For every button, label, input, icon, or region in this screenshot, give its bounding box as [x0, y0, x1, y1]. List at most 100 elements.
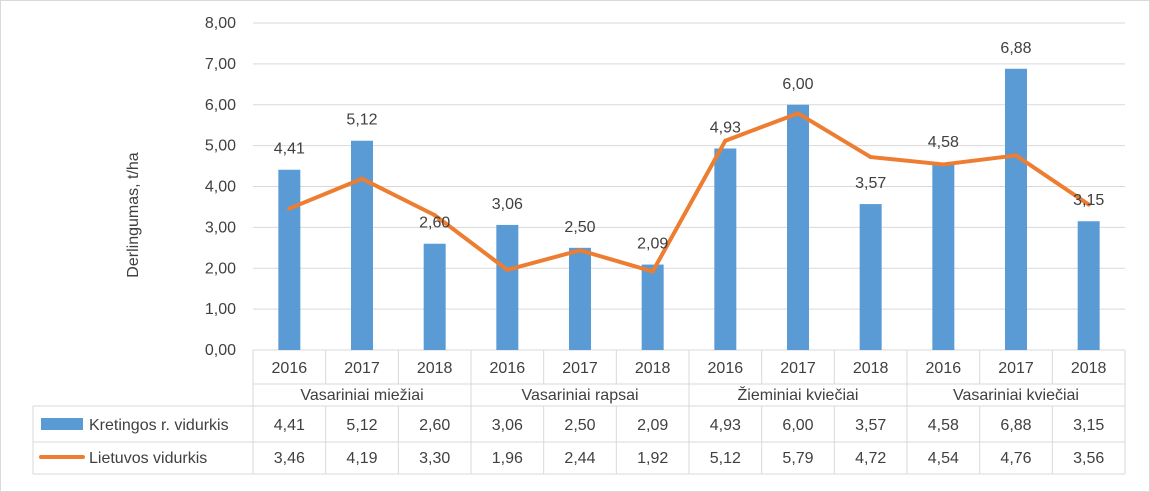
x-year-label: 2017: [562, 360, 598, 377]
bar-series: [278, 68, 1100, 350]
y-tick-label: 1,00: [205, 301, 236, 318]
y-tick-label: 2,00: [205, 260, 236, 277]
bar-data-label: 4,41: [274, 141, 305, 158]
y-tick-label: 8,00: [205, 15, 236, 32]
bar-data-label: 4,93: [710, 119, 741, 136]
x-year-label: 2017: [998, 360, 1034, 377]
bar: [423, 243, 446, 350]
table-cell-value: 5,79: [782, 450, 813, 467]
line-point: [868, 155, 873, 160]
table-cell-value: 3,57: [855, 417, 886, 434]
bar-data-label: 2,09: [637, 236, 668, 253]
bar-data-labels: 4,41 5,12 2,60 3,06 2,50 2,09 4,93 6,00 3,57 4,58…: [274, 40, 1105, 253]
bar-data-label: 6,88: [1000, 40, 1031, 57]
x-group-label: Žieminiai kviečiai: [738, 385, 859, 404]
bar: [714, 148, 737, 350]
bar-data-label: 4,58: [928, 134, 959, 151]
table-cell-value: 3,06: [492, 417, 523, 434]
table-cell-value: 4,41: [274, 417, 305, 434]
y-tick-label: 0,00: [205, 342, 236, 359]
table-cell-value: 3,15: [1073, 417, 1104, 434]
x-year-label: 2016: [272, 360, 308, 377]
bar-data-label: 2,60: [419, 215, 450, 232]
table-cell-value: 6,88: [1000, 417, 1031, 434]
x-axis-group-labels: Vasariniai miežiai Vasariniai rapsai Žiemi…: [300, 385, 1079, 404]
line-point: [578, 248, 582, 253]
y-tick-label: 5,00: [205, 138, 236, 155]
table-cell-value: 2,50: [564, 417, 595, 434]
table-cell-value: 2,60: [419, 417, 450, 434]
legend-entry: Lietuvos vidurkis: [89, 450, 207, 467]
legend-entry: Kretingos r. vidurkis: [89, 417, 229, 434]
x-axis-year-labels: 2016 2017 2018 2016 2017 2018 2016 2017 2018 2016…: [272, 360, 1107, 377]
bar-data-label: 3,06: [492, 196, 523, 213]
bar: [787, 104, 809, 350]
table-cell-value: 5,12: [710, 450, 741, 467]
line-point: [287, 206, 292, 211]
bar: [1005, 68, 1027, 350]
line-point: [723, 138, 728, 143]
bar-data-label: 3,57: [855, 175, 886, 192]
table-cell-value: 6,00: [782, 417, 813, 434]
bar: [641, 264, 664, 350]
bar: [1077, 221, 1100, 350]
table-cell-value: 2,09: [637, 417, 668, 434]
line-point: [505, 267, 510, 272]
table-cell-value: 3,56: [1073, 450, 1104, 467]
bar-data-label: 5,12: [346, 112, 377, 129]
table-cell-value: 1,92: [637, 450, 668, 467]
x-year-label: 2018: [1071, 360, 1107, 377]
x-year-label: 2018: [635, 360, 671, 377]
table-cell-value: 4,93: [710, 417, 741, 434]
line-point: [650, 269, 655, 274]
y-tick-label: 7,00: [205, 56, 236, 73]
x-year-label: 2018: [417, 360, 453, 377]
y-tick-label: 4,00: [205, 179, 236, 196]
line-point: [941, 162, 946, 167]
x-group-label: Vasariniai rapsai: [521, 387, 638, 404]
x-year-label: 2018: [853, 360, 889, 377]
line-point: [796, 111, 800, 116]
bar: [278, 169, 301, 350]
line-point: [432, 213, 437, 218]
table-cell-value: 3,30: [419, 450, 450, 467]
table-cell-value: 4,72: [855, 450, 886, 467]
x-year-label: 2016: [926, 360, 962, 377]
bar-data-label: 3,15: [1073, 192, 1104, 209]
table-cell-value: 4,58: [928, 417, 959, 434]
y-axis-label: Derlingumas, t/ha: [125, 152, 142, 277]
table-cell-value: 5,12: [346, 417, 377, 434]
line-series-path: [287, 111, 1091, 274]
y-axis-tick-labels: 0,00 1,00 2,00 3,00 4,00 5,00 6,00 7,00 8,00: [205, 15, 236, 359]
x-year-label: 2017: [780, 360, 816, 377]
line-point: [1086, 202, 1091, 207]
bar-data-label: 2,50: [564, 219, 595, 236]
x-year-label: 2016: [490, 360, 526, 377]
line-series: [287, 111, 1091, 274]
table-cell-value: 3,46: [274, 450, 305, 467]
x-group-label: Vasariniai miežiai: [300, 387, 423, 404]
table-cell-value: 1,96: [492, 450, 523, 467]
bar: [496, 224, 519, 350]
table-cell-value: 4,54: [928, 450, 959, 467]
table-cell-value: 4,76: [1000, 450, 1031, 467]
bar-data-label: 6,00: [782, 76, 813, 93]
bar: [351, 140, 373, 350]
x-year-label: 2016: [708, 360, 744, 377]
data-table-grid: [32, 350, 1126, 475]
table-cell-value: 4,19: [346, 450, 377, 467]
line-point: [360, 176, 364, 181]
data-table: Kretingos r. vidurkis 4,41 5,12 2,60 3,06 2,5…: [39, 417, 1104, 467]
bar: [569, 247, 591, 350]
table-cell-value: 2,44: [564, 450, 595, 467]
legend-key-bar: [41, 418, 83, 430]
y-tick-label: 6,00: [205, 97, 236, 114]
line-point: [1014, 153, 1018, 158]
bar: [932, 162, 955, 350]
x-year-label: 2017: [344, 360, 380, 377]
x-group-label: Vasariniai kviečiai: [953, 387, 1079, 404]
bar: [859, 204, 882, 350]
y-tick-label: 3,00: [205, 219, 236, 236]
